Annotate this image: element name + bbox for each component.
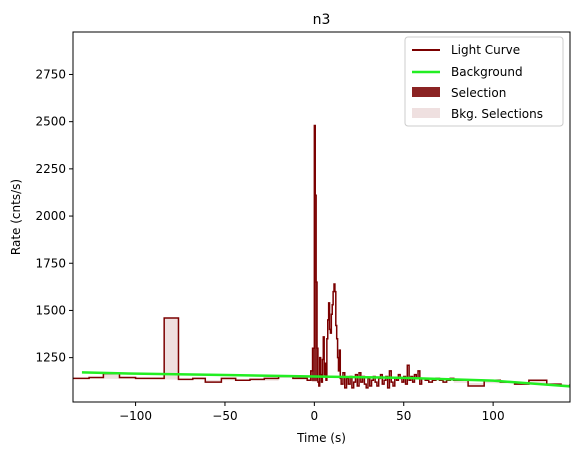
plot-frame bbox=[72, 31, 571, 403]
x-tick-label: 0 bbox=[311, 409, 319, 423]
y-axis-label: Rate (cnts/s) bbox=[9, 179, 23, 255]
y-tick-label: 1750 bbox=[35, 256, 66, 270]
legend-light-curve-label: Light Curve bbox=[451, 43, 520, 57]
y-tick-label: 1250 bbox=[35, 351, 66, 365]
bkg-selection-region bbox=[453, 378, 570, 386]
legend-bkg-selections-swatch bbox=[412, 108, 440, 118]
y-tick-label: 2000 bbox=[35, 209, 66, 223]
y-tick-label: 1500 bbox=[35, 303, 66, 317]
light-curve-line bbox=[73, 124, 570, 389]
x-tick-label: 50 bbox=[396, 409, 411, 423]
x-axis-label: Time (s) bbox=[296, 431, 346, 445]
legend: Light Curve Background Selection Bkg. Se… bbox=[404, 36, 564, 127]
x-tick-label: −100 bbox=[119, 409, 152, 423]
legend-frame bbox=[404, 36, 564, 127]
x-tick-label: −50 bbox=[212, 409, 237, 423]
legend-bkg-selections-label: Bkg. Selections bbox=[451, 107, 543, 121]
legend-selection-label: Selection bbox=[451, 86, 506, 100]
bkg-selection-region bbox=[73, 317, 279, 383]
y-tick-label: 2500 bbox=[35, 115, 66, 129]
y-tick-label: 2750 bbox=[35, 67, 66, 81]
legend-background-label: Background bbox=[451, 65, 523, 79]
x-tick-label: 100 bbox=[482, 409, 505, 423]
legend-selection-swatch bbox=[412, 87, 440, 97]
background-curve bbox=[81, 371, 570, 388]
y-tick-label: 2250 bbox=[35, 162, 66, 176]
chart-title: n3 bbox=[313, 12, 331, 28]
